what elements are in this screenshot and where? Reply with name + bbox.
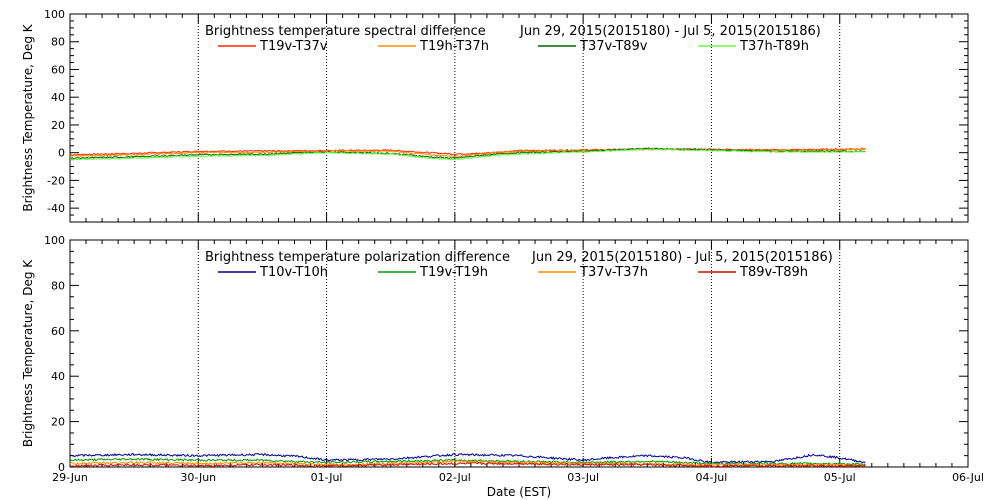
legend-label: T37v-T89v: [579, 39, 648, 54]
legend-label: T37v-T37h: [579, 265, 648, 280]
y-axis-label: Brightness Temperature, Deg K: [21, 23, 35, 211]
x-tick-label: 02-Jul: [439, 471, 471, 484]
y-tick-label: 0: [58, 147, 65, 160]
y-tick-label: -20: [47, 174, 65, 187]
y-axis-label: Brightness Temperature, Deg K: [21, 259, 35, 447]
y-tick-label: 20: [51, 416, 65, 429]
y-tick-label: 80: [51, 36, 65, 49]
x-tick-label: 30-Jun: [180, 471, 216, 484]
x-tick-label: 29-Jun: [52, 471, 88, 484]
date-range: Jun 29, 2015(2015180) - Jul 5, 2015(2015…: [531, 250, 833, 265]
y-tick-label: 20: [51, 119, 65, 132]
legend-label: T19h-T37h: [419, 39, 489, 54]
chart-title: Brightness temperature polarization diff…: [205, 250, 510, 265]
x-tick-label: 05-Jul: [824, 471, 856, 484]
legend-label: T19v-T19h: [419, 265, 488, 280]
series-line-T89v-T89h: [70, 461, 866, 468]
x-tick-label: 04-Jul: [695, 471, 727, 484]
y-tick-label: 100: [44, 234, 65, 247]
x-tick-label: 03-Jul: [567, 471, 599, 484]
series-line-T37h-T89h: [69, 148, 866, 161]
y-tick-label: 60: [51, 325, 65, 338]
y-tick-label: -40: [47, 202, 65, 215]
chart-title: Brightness temperature spectral differen…: [205, 24, 486, 39]
legend-label: T19v-T37v: [259, 39, 328, 54]
plot-frame: [69, 239, 969, 468]
y-tick-label: 40: [51, 91, 65, 104]
y-tick-label: 80: [51, 279, 65, 292]
series-line-T19v-T19h: [69, 457, 866, 467]
legend-label: T10v-T10h: [259, 265, 328, 280]
x-tick-label: 06-Jul: [952, 471, 984, 484]
y-tick-label: 60: [51, 63, 65, 76]
x-tick-label: 01-Jul: [311, 471, 343, 484]
plot-frame: [69, 13, 969, 223]
series-line-T10v-T10h: [69, 452, 866, 464]
y-tick-label: 0: [58, 461, 65, 474]
legend-label: T37h-T89h: [739, 39, 809, 54]
legend-label: T89v-T89h: [739, 265, 808, 280]
date-range: Jun 29, 2015(2015180) - Jul 5, 2015(2015…: [519, 24, 821, 39]
y-tick-label: 100: [44, 8, 65, 21]
x-axis-label: Date (EST): [487, 485, 551, 499]
y-tick-label: 40: [51, 370, 65, 383]
